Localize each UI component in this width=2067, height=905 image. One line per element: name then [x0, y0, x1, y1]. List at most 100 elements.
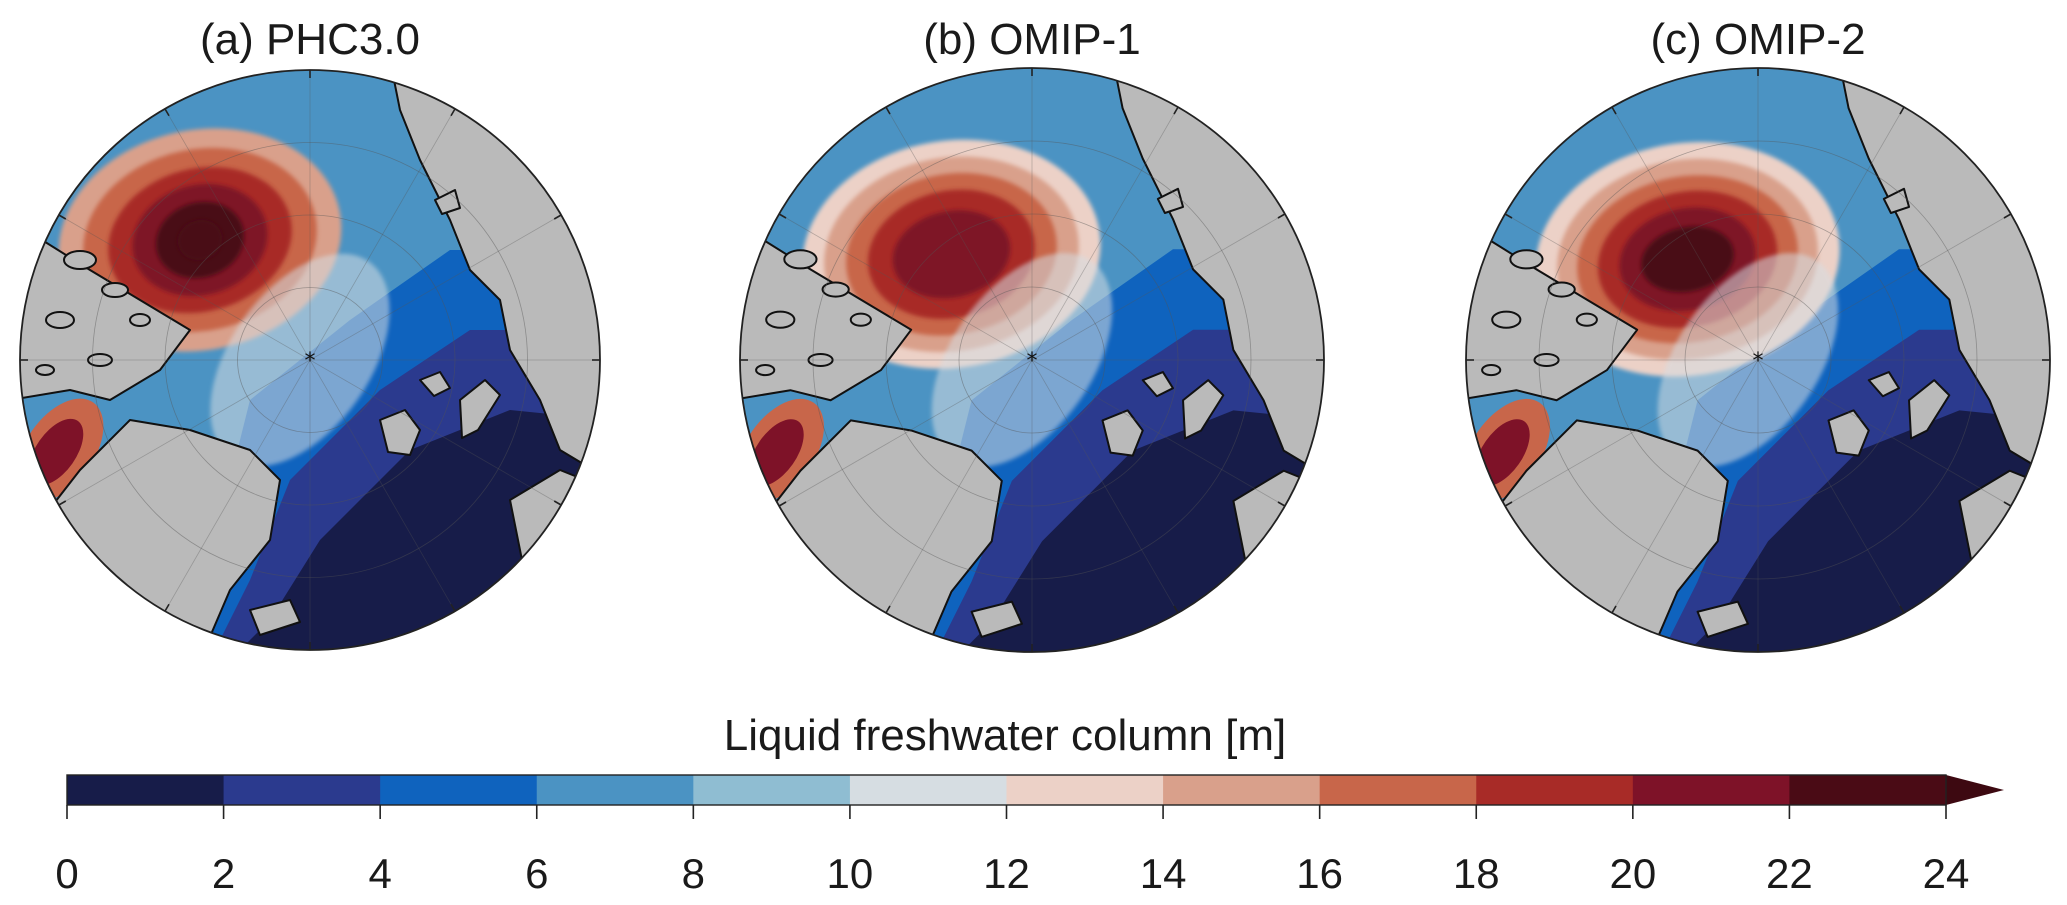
frame-tick [778, 213, 787, 219]
scandinavia-land [509, 469, 600, 650]
iceland-land [1696, 600, 1749, 638]
frame-tick [553, 500, 562, 506]
archipelago-island [129, 313, 151, 327]
latitude-circle [1538, 140, 1978, 580]
meridian-line [58, 214, 562, 506]
archipelago-island [1533, 352, 1560, 368]
new-siberian-islands-land [1882, 187, 1911, 214]
colorbar-tick-label: 4 [368, 850, 391, 897]
frame-tick [450, 603, 456, 612]
archipelago-island [755, 364, 776, 377]
latitude-circle [958, 286, 1106, 434]
svalbard-land [1827, 409, 1870, 457]
new-siberian-islands-land [1156, 187, 1185, 214]
colorbar-tick-label: 2 [212, 850, 235, 897]
frame-tick [778, 501, 787, 507]
archipelago-island [783, 249, 818, 270]
meridian-line [58, 214, 562, 506]
panel-b-title: (b) OMIP-1 [923, 15, 1141, 64]
colorbar-tick-label: 22 [1766, 850, 1813, 897]
meridian-line [1611, 106, 1905, 614]
colorbar-segment [849, 775, 1008, 805]
frame-tick [450, 108, 456, 117]
north-pole-marker: * [1027, 349, 1038, 374]
latitude-circle [885, 213, 1179, 507]
transpolar-band [931, 253, 1113, 467]
colorbar-tick-label: 10 [827, 850, 874, 897]
frame-tick [164, 108, 170, 117]
colorbar-tick-label: 6 [525, 850, 548, 897]
colorbar-title: Liquid freshwater column [m] [724, 711, 1286, 760]
colorbar-segment [1006, 775, 1164, 805]
colorbar: 0 2 4 6 8 10 12 14 16 18 20 22 24 [55, 774, 2004, 897]
meridian-line [885, 106, 1179, 614]
meridian-line [164, 108, 456, 612]
scandinavia-land [1958, 469, 2050, 652]
frame-tick [553, 214, 562, 220]
archipelago-island [849, 312, 872, 327]
colorbar-extend-arrow [1946, 775, 2004, 805]
map-panel-omip1: * [739, 67, 1325, 653]
frame-tick [1173, 106, 1179, 115]
archipelago-island [101, 282, 129, 298]
scandinavia-land [1232, 469, 1324, 652]
colorbar-segment [380, 775, 538, 805]
archipelago-island [1575, 312, 1598, 327]
frame-tick [1899, 106, 1905, 115]
north-pole-marker: * [1753, 349, 1764, 374]
archipelago-island [35, 364, 55, 376]
iceland-land [970, 600, 1023, 638]
meridian-line [778, 213, 1286, 507]
archipelago-island [1547, 281, 1576, 298]
frame-tick [1504, 501, 1513, 507]
map-panel-omip2: * [1465, 67, 2051, 653]
frame-tick [1173, 605, 1179, 614]
map-panel-phc: * [19, 69, 601, 651]
fwc-contour-core [177, 219, 223, 261]
colorbar-tick-label: 12 [983, 850, 1030, 897]
latitude-circle [812, 140, 1252, 580]
frame-tick [2003, 501, 2012, 507]
frame-tick [164, 603, 170, 612]
colorbar-segment [1476, 775, 1634, 805]
colorbar-tick-label: 18 [1453, 850, 1500, 897]
archipelago-island [1481, 364, 1502, 377]
new-siberian-islands-land [434, 189, 461, 215]
frame-tick [1611, 605, 1617, 614]
colorbar-segment [67, 775, 225, 805]
colorbar-segment [1789, 775, 1947, 805]
colorbar-segment [536, 775, 694, 805]
canadian-archipelago-land [1466, 218, 1639, 402]
colorbar-segment [1319, 775, 1477, 805]
novaya-zemlya-land [1182, 379, 1225, 440]
frame-tick [1277, 213, 1286, 219]
archipelago-island [45, 311, 75, 329]
meridian-line [885, 106, 1179, 614]
meridian-line [778, 213, 1286, 507]
svalbard-land [1101, 409, 1144, 457]
frame-tick [58, 214, 67, 220]
frame-tick [1899, 605, 1905, 614]
meridian-line [1504, 213, 2012, 507]
canadian-archipelago-land [740, 218, 913, 402]
meridian-line [164, 108, 456, 612]
colorbar-segment [693, 775, 851, 805]
archipelago-island [807, 352, 834, 368]
transpolar-band [210, 253, 390, 467]
archipelago-island [1509, 249, 1544, 270]
colorbar-segment [1163, 775, 1321, 805]
franz-josef-land [419, 371, 451, 397]
frame-tick [1611, 106, 1617, 115]
latitude-circle [237, 287, 383, 433]
iceland-land [249, 599, 301, 636]
fwc-contour-core [1641, 226, 1734, 293]
meridian-line [1611, 106, 1905, 614]
novaya-zemlya-land [459, 379, 501, 439]
franz-josef-land [1867, 371, 1900, 398]
colorbar-tick-label: 24 [1923, 850, 1970, 897]
latitude-circle [1684, 286, 1832, 434]
archipelago-island [1491, 310, 1522, 329]
canadian-archipelago-land [20, 219, 191, 401]
archipelago-island [63, 250, 97, 270]
